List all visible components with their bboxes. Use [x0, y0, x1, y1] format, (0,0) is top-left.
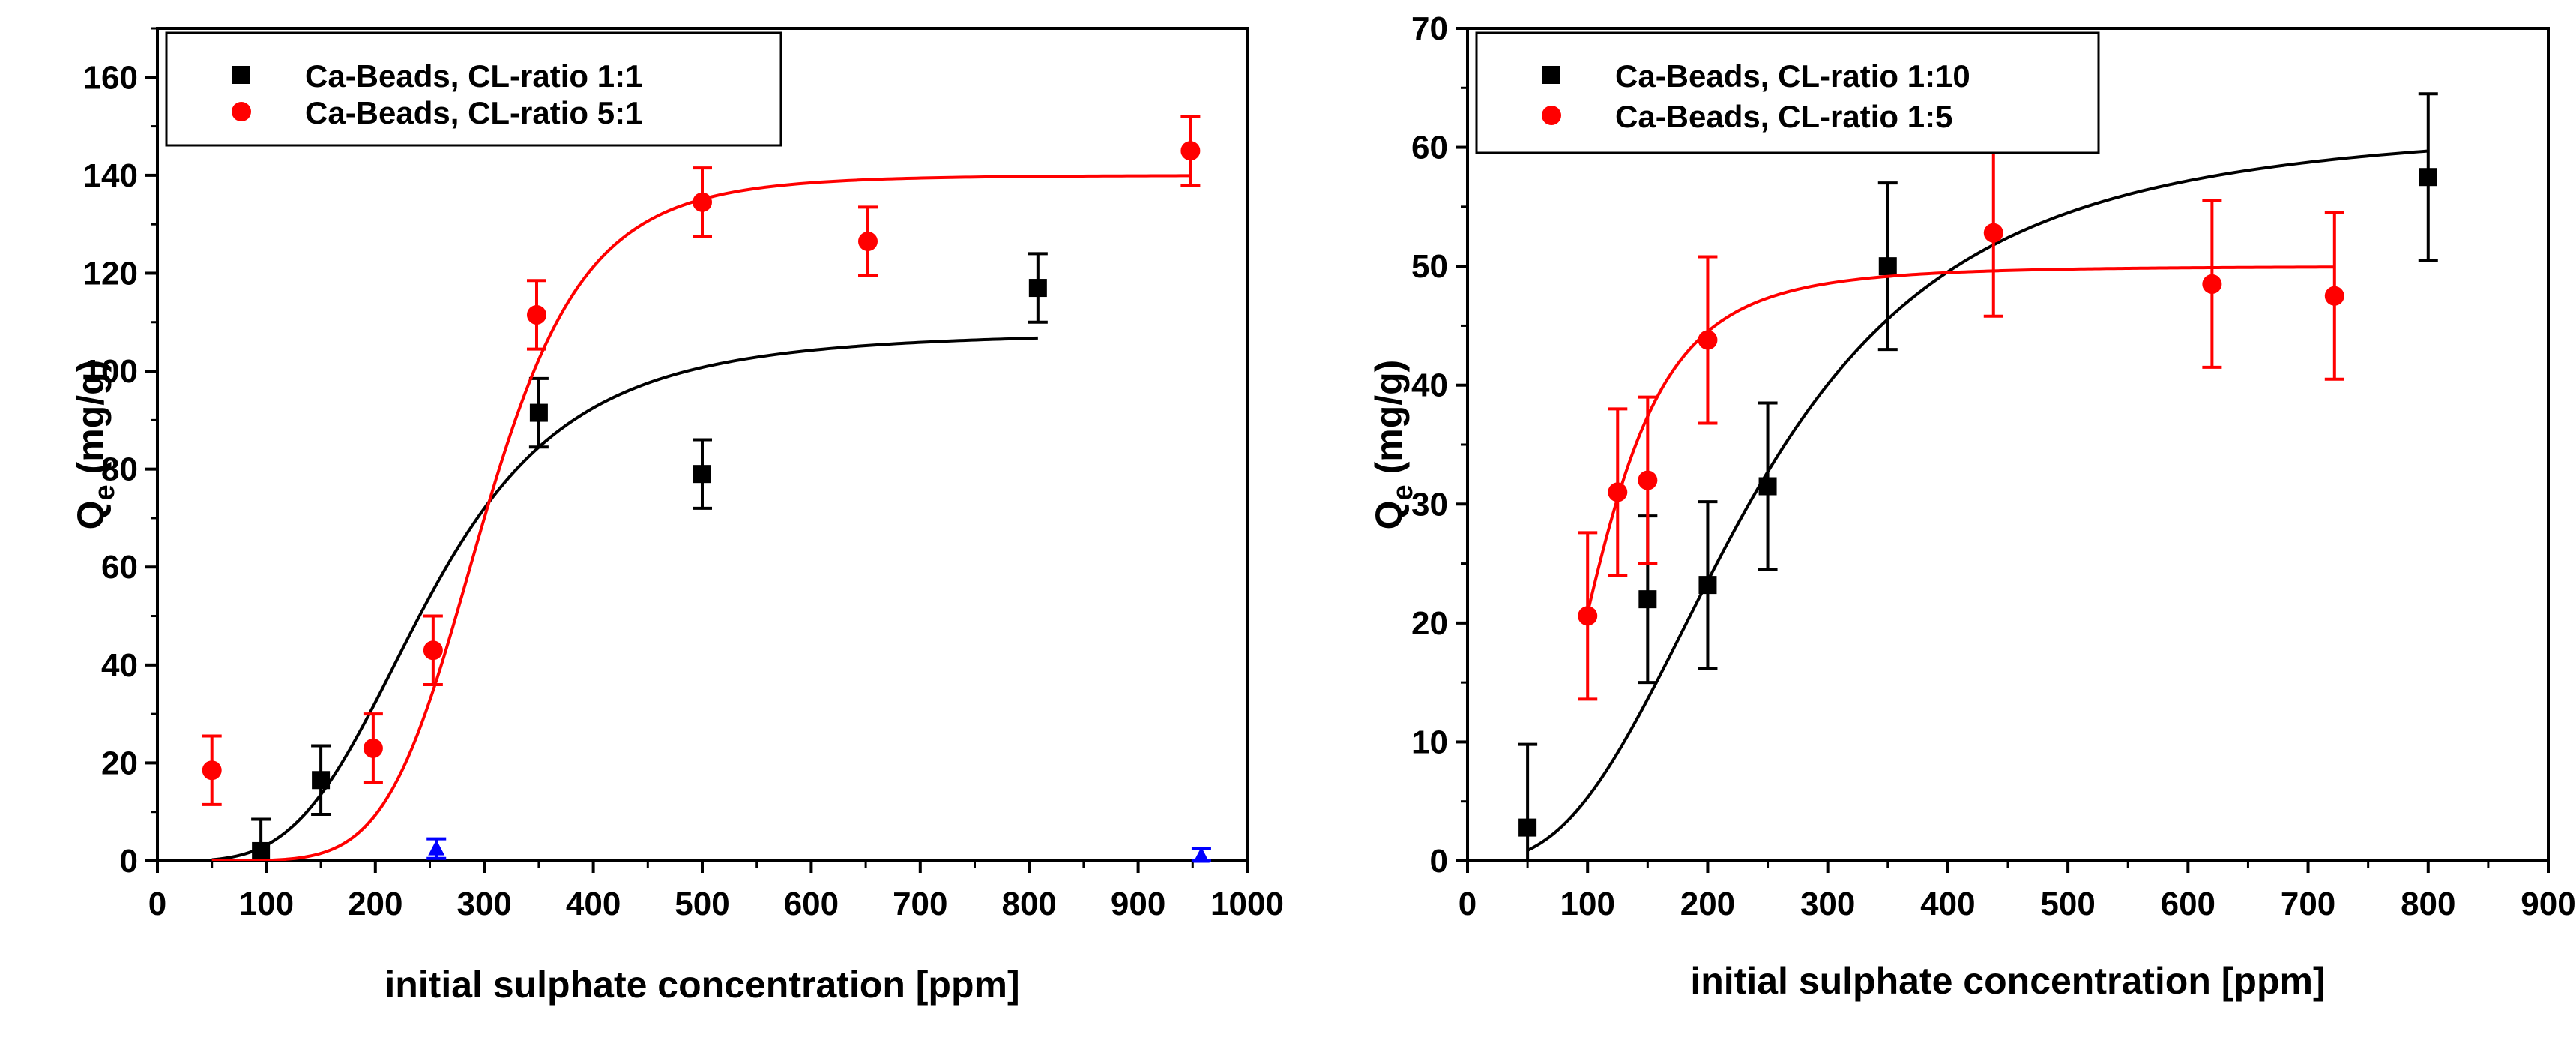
x-tick-label: 400 [1920, 886, 1975, 922]
y-axis-title: Qe (mg/g) [1368, 360, 1419, 530]
series-2 [426, 837, 1211, 863]
data-point [1983, 223, 2003, 243]
x-tick-label: 0 [1459, 886, 1476, 922]
fit-curve [1527, 149, 2428, 852]
y-tick-label: 160 [83, 59, 138, 96]
data-point [1192, 847, 1210, 863]
data-point [2324, 286, 2344, 306]
x-tick-label: 500 [675, 886, 729, 922]
data-point [2419, 168, 2437, 187]
legend-marker [232, 66, 250, 84]
data-point [1698, 576, 1717, 595]
y-tick-label: 40 [1411, 367, 1448, 404]
x-tick-label: 100 [1560, 886, 1615, 922]
data-point [2202, 274, 2222, 294]
x-tick-label: 800 [1001, 886, 1056, 922]
y-tick-label: 30 [1411, 486, 1448, 523]
data-point [1758, 477, 1777, 496]
chart-left: 0 100 200 300 400 500 600 700 800 900 1000 0 20 40 60 8… [70, 27, 1284, 1006]
legend-label: Ca-Beads, CL-ratio 5:1 [305, 95, 642, 130]
x-tick-label: 300 [1800, 886, 1855, 922]
x-tick-label: 900 [2521, 886, 2575, 922]
data-point [529, 403, 548, 422]
data-point [858, 232, 878, 252]
y-tick-label: 80 [101, 451, 138, 488]
data-point [1180, 141, 1201, 161]
legend-marker [232, 102, 251, 121]
legend-label: Ca-Beads, CL-ratio 1:5 [1615, 99, 1952, 134]
data-point [252, 841, 271, 860]
fit-curve [211, 336, 1038, 861]
chart-left-svg: 0 100 200 300 400 500 600 700 800 900 1000 0 20 40 60 8… [70, 27, 1284, 1006]
chart-right-svg: 0 100 200 300 400 500 600 700 800 900 0 10 20 30 40 50 6… [1368, 10, 2576, 1002]
x-tick-label: 800 [2401, 886, 2455, 922]
x-tick-label: 0 [148, 886, 166, 922]
y-axis-title: Qe (mg/g) [70, 360, 121, 530]
y-tick-label: 140 [83, 157, 138, 194]
x-tick-label: 1000 [1210, 886, 1284, 922]
y-tick-label: 20 [101, 745, 138, 781]
data-point [1028, 279, 1047, 298]
data-point [1698, 330, 1718, 350]
data-point [1638, 590, 1657, 609]
y-tick-label: 70 [1411, 10, 1448, 47]
y-tick-label: 0 [120, 843, 138, 880]
series-0 [1518, 92, 2438, 862]
legend: Ca-Beads, CL-ratio 1:1Ca-Beads, CL-ratio… [165, 31, 782, 147]
x-tick-label: 700 [2281, 886, 2335, 922]
y-tick-label: 0 [1430, 843, 1448, 880]
data-point [1578, 606, 1598, 626]
x-tick-label: 600 [2161, 886, 2215, 922]
x-tick-label: 600 [784, 886, 839, 922]
fit-curve [1586, 265, 2335, 613]
x-axis-title: initial sulphate concentration [ppm] [1690, 960, 2325, 1002]
legend-box [165, 31, 782, 147]
legend-label: Ca-Beads, CL-ratio 1:1 [305, 58, 642, 94]
data-point [202, 760, 222, 781]
data-point [526, 304, 546, 325]
series-1 [1578, 148, 2344, 701]
data-point [423, 640, 443, 661]
y-tick-label: 20 [1411, 605, 1448, 642]
chart-right: 0 100 200 300 400 500 600 700 800 900 0 10 20 30 40 50 6… [1288, 0, 2576, 1040]
x-tick-label: 200 [1680, 886, 1735, 922]
x-tick-label: 200 [348, 886, 402, 922]
x-tick-label: 700 [893, 886, 947, 922]
data-point [428, 839, 445, 856]
series-1 [202, 115, 1201, 861]
x-tick-label: 500 [2040, 886, 2095, 922]
y-tick-label: 60 [1411, 130, 1448, 166]
x-tick-label: 900 [1111, 886, 1165, 922]
data-point [1518, 818, 1537, 837]
legend-box [1475, 31, 2100, 154]
fit-curve [211, 174, 1191, 861]
y-tick-label: 10 [1411, 724, 1448, 760]
y-tick-label: 60 [101, 549, 138, 586]
legend-marker [1542, 106, 1561, 125]
data-point [312, 771, 331, 790]
data-point [1878, 257, 1897, 276]
data-point [363, 738, 383, 758]
y-tick-label: 50 [1411, 248, 1448, 285]
data-point [1608, 482, 1628, 502]
y-tick-label: 120 [83, 255, 138, 292]
data-point [693, 465, 711, 484]
data-point [693, 192, 712, 212]
legend: Ca-Beads, CL-ratio 1:10 Ca-Beads, CL-rati… [1475, 31, 2100, 154]
error-bar [1518, 742, 1538, 862]
y-tick-label: 40 [101, 647, 138, 684]
legend-label: Ca-Beads, CL-ratio 1:10 [1615, 58, 1970, 94]
x-tick-label: 100 [239, 886, 294, 922]
y-tick-label: 100 [83, 353, 138, 390]
x-tick-label: 400 [566, 886, 621, 922]
x-axis-title: initial sulphate concentration [ppm] [384, 964, 1019, 1006]
legend-marker [1542, 66, 1560, 84]
series-0 [211, 252, 1048, 862]
data-point [1638, 470, 1658, 490]
x-tick-label: 300 [456, 886, 511, 922]
